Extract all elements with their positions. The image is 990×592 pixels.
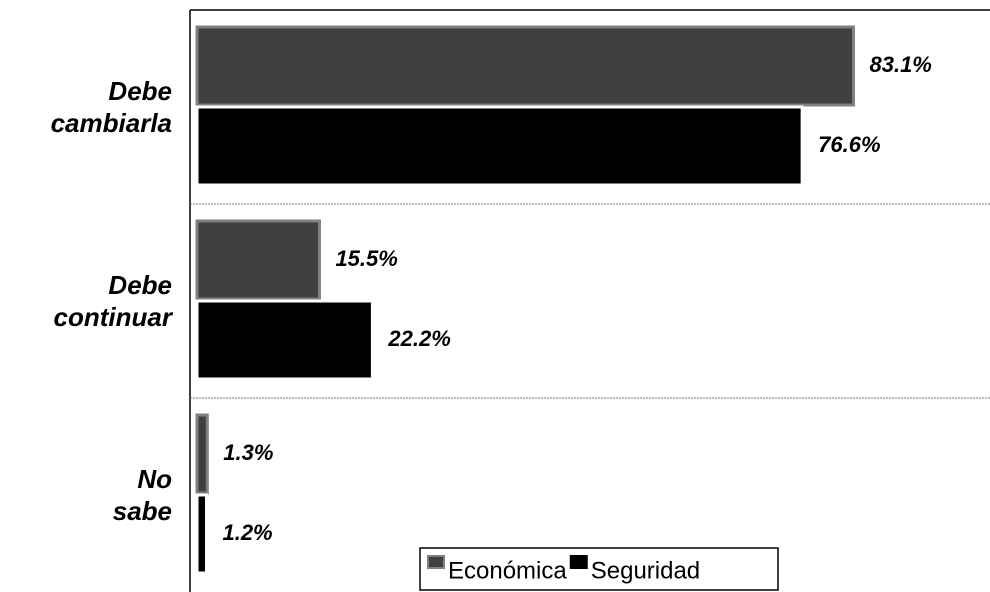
legend-box — [419, 547, 779, 591]
value-label: 15.5% — [335, 246, 397, 271]
bar — [195, 219, 321, 301]
bar — [195, 299, 374, 381]
category-label: Debe continuar — [53, 270, 172, 332]
bar — [195, 105, 804, 187]
legend-swatch — [569, 555, 588, 569]
category-label: Debe cambiarla — [50, 76, 172, 138]
value-label: 83.1% — [869, 52, 931, 77]
value-label: 1.2% — [222, 520, 272, 545]
bar — [195, 493, 208, 575]
value-label: 1.3% — [223, 440, 273, 465]
legend-swatch — [427, 555, 445, 569]
value-label: 22.2% — [387, 326, 450, 351]
bar — [195, 25, 855, 107]
legend-label: Económica — [448, 557, 567, 584]
value-label: 76.6% — [818, 132, 880, 157]
legend-label: Seguridad — [591, 557, 700, 584]
bar — [195, 413, 209, 495]
category-label: No sabe — [112, 464, 172, 526]
